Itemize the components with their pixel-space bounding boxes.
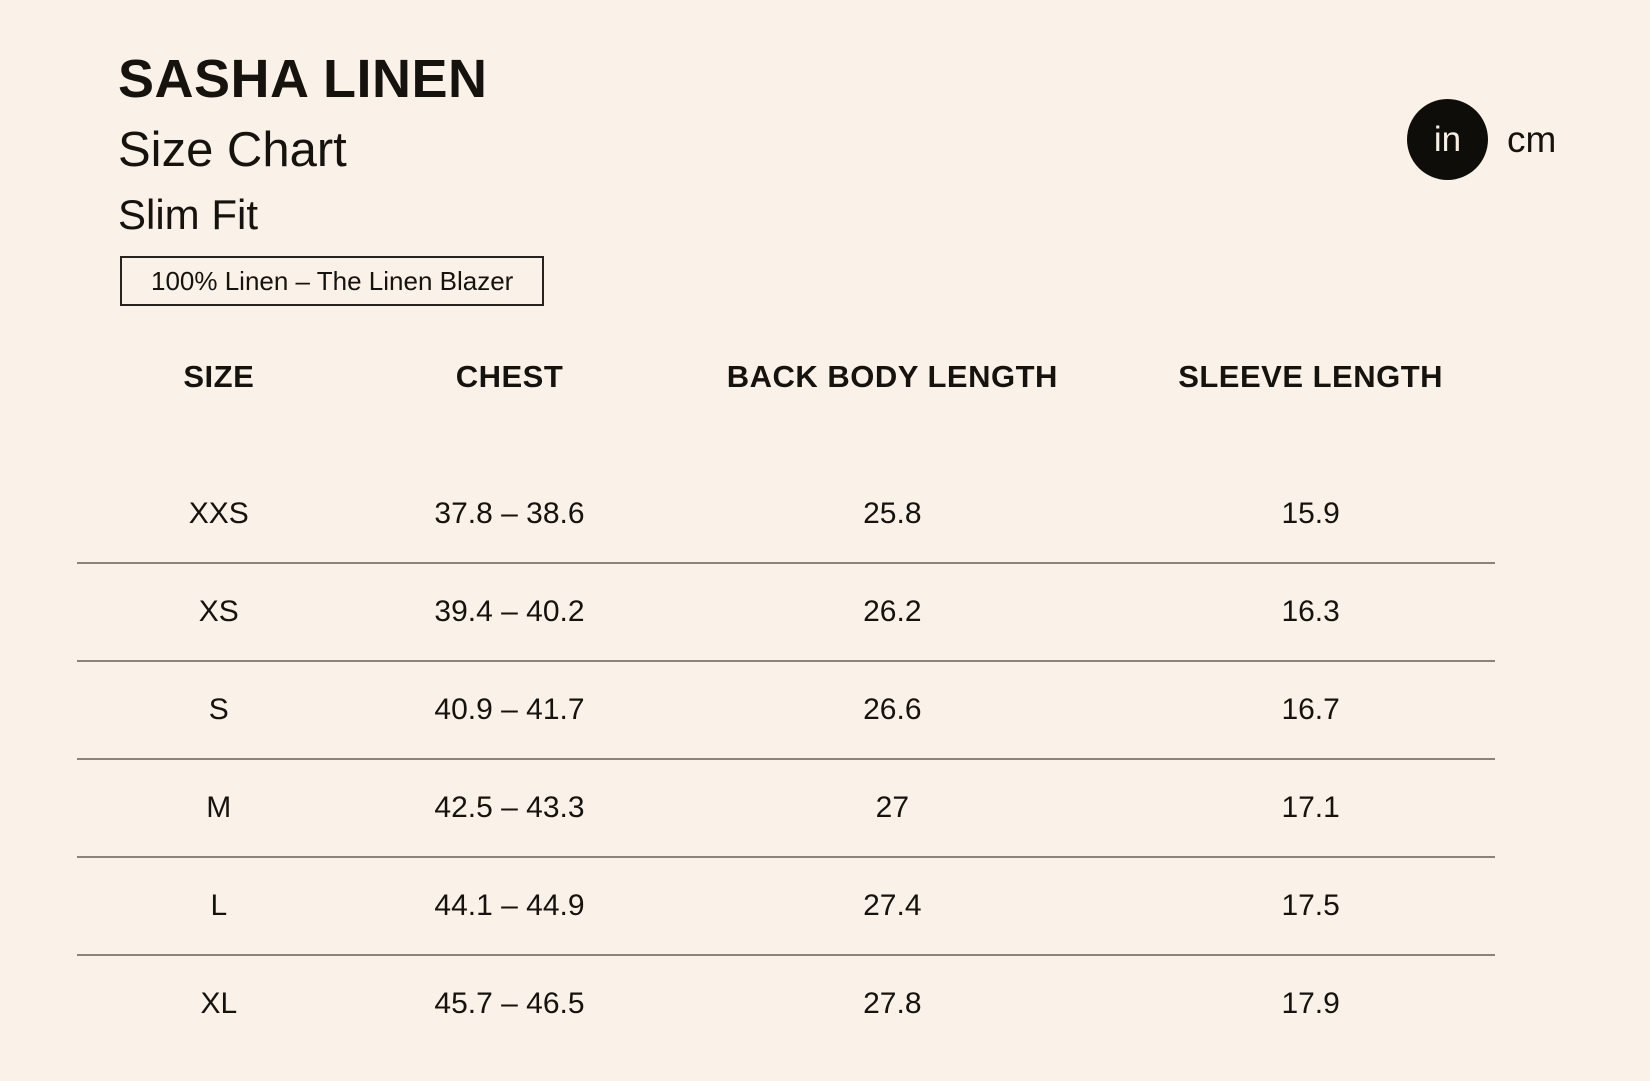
- chest-cell: 39.4 – 40.2: [434, 595, 585, 628]
- table-row: L 44.1 – 44.9 27.4 17.5: [77, 858, 1495, 956]
- sleeve-length-cell: 16.7: [1281, 693, 1340, 726]
- sleeve-length-cell: 17.5: [1281, 889, 1340, 922]
- header-chest: CHEST: [455, 359, 564, 394]
- back-body-length-cell: 27: [875, 791, 910, 824]
- header-back-body-length: BACK BODY LENGTH: [726, 359, 1058, 394]
- header-spacer: [77, 422, 1495, 466]
- chest-cell: 37.8 – 38.6: [434, 497, 585, 530]
- size-cell: L: [210, 889, 228, 922]
- chest-cell: 40.9 – 41.7: [434, 693, 585, 726]
- table-row: S 40.9 – 41.7 26.6 16.7: [77, 662, 1495, 760]
- unit-toggle: in cm: [1407, 99, 1556, 180]
- size-cell: XXS: [188, 497, 249, 530]
- sleeve-length-cell: 15.9: [1281, 497, 1340, 530]
- unit-cm-button[interactable]: cm: [1507, 118, 1557, 160]
- sleeve-length-cell: 17.1: [1281, 791, 1340, 824]
- product-title: SASHA LINEN: [118, 49, 488, 109]
- back-body-length-cell: 25.8: [863, 497, 922, 530]
- fit-label: Slim Fit: [118, 191, 258, 238]
- size-table: SIZE CHEST BACK BODY LENGTH SLEEVE LENGT…: [77, 332, 1495, 1052]
- header-size: SIZE: [183, 359, 255, 394]
- size-cell: S: [208, 693, 229, 726]
- size-cell: XL: [200, 987, 238, 1020]
- header-sleeve-length: SLEEVE LENGTH: [1178, 359, 1444, 394]
- table-row: M 42.5 – 43.3 27 17.1: [77, 760, 1495, 858]
- sleeve-length-cell: 17.9: [1281, 987, 1340, 1020]
- chest-cell: 45.7 – 46.5: [434, 987, 585, 1020]
- size-cell: XS: [198, 595, 239, 628]
- back-body-length-cell: 27.4: [863, 889, 922, 922]
- table-header-row: SIZE CHEST BACK BODY LENGTH SLEEVE LENGT…: [77, 332, 1495, 422]
- chest-cell: 44.1 – 44.9: [434, 889, 585, 922]
- table-row: XL 45.7 – 46.5 27.8 17.9: [77, 956, 1495, 1052]
- back-body-length-cell: 27.8: [863, 987, 922, 1020]
- sleeve-length-cell: 16.3: [1281, 595, 1340, 628]
- material-badge: 100% Linen – The Linen Blazer: [120, 256, 545, 306]
- unit-in-button[interactable]: in: [1407, 99, 1488, 180]
- back-body-length-cell: 26.2: [863, 595, 922, 628]
- page-title: Size Chart: [118, 123, 347, 177]
- table-row: XXS 37.8 – 38.6 25.8 15.9: [77, 466, 1495, 564]
- size-cell: M: [206, 791, 232, 824]
- back-body-length-cell: 26.6: [863, 693, 922, 726]
- chest-cell: 42.5 – 43.3: [434, 791, 585, 824]
- table-row: XS 39.4 – 40.2 26.2 16.3: [77, 564, 1495, 662]
